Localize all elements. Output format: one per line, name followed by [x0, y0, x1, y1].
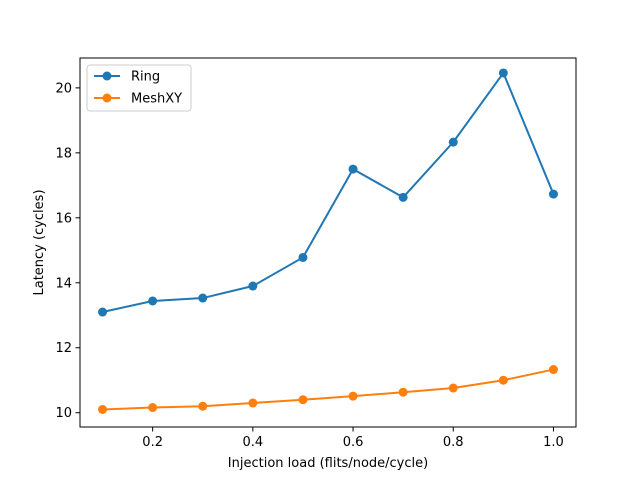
y-tick-label: 16 [55, 211, 72, 226]
y-tick-label: 18 [55, 146, 72, 161]
data-point-2-4 [248, 398, 258, 408]
data-point-2-2 [148, 403, 158, 413]
data-point-2-8 [448, 383, 458, 393]
series-line-2 [101, 368, 555, 411]
y-tick-label: 10 [55, 406, 72, 421]
legend-marker-2 [102, 93, 112, 103]
data-point-2-5 [298, 395, 308, 405]
legend-label-1: Ring [131, 70, 160, 85]
axes-frame [79, 57, 577, 428]
data-point-1-7 [398, 192, 408, 202]
x-tick-label: 0.2 [142, 435, 163, 450]
plot-area [80, 58, 576, 427]
plot-background [80, 58, 576, 427]
data-point-1-9 [498, 68, 508, 78]
x-axis-label: Injection load (flits/node/cycle) [228, 456, 428, 471]
y-axis-label: Latency (cycles) [32, 189, 47, 295]
y-tick-label: 12 [55, 341, 72, 356]
x-tick-label: 1.0 [543, 435, 564, 450]
axes-layer: 0.2 0.4 0.6 0.8 1.0 10 12 14 16 18 20 [55, 57, 577, 450]
data-point-1-1 [98, 307, 108, 317]
data-point-2-6 [348, 391, 358, 401]
legend-label-2: MeshXY [131, 92, 182, 107]
data-point-1-5 [298, 252, 308, 262]
data-point-1-8 [448, 137, 458, 147]
x-tick-label: 0.6 [343, 435, 364, 450]
x-tick-label: 0.8 [443, 435, 464, 450]
y-tick-label: 14 [55, 276, 72, 291]
data-point-2-3 [198, 401, 208, 411]
data-point-1-4 [248, 281, 258, 291]
data-point-1-2 [148, 296, 158, 306]
legend-marker-1 [102, 71, 112, 81]
y-tick-label: 20 [55, 81, 72, 96]
data-point-2-10 [548, 365, 558, 375]
data-point-2-7 [398, 387, 408, 397]
data-point-1-6 [348, 164, 358, 174]
x-tick-label: 0.4 [243, 435, 264, 450]
data-point-2-1 [98, 404, 108, 414]
series-layer [98, 68, 558, 414]
legend: Ring MeshXY [86, 64, 192, 112]
data-point-2-9 [498, 375, 508, 385]
data-point-1-10 [548, 189, 558, 199]
series-line-1 [101, 71, 555, 314]
data-point-1-3 [198, 293, 208, 303]
